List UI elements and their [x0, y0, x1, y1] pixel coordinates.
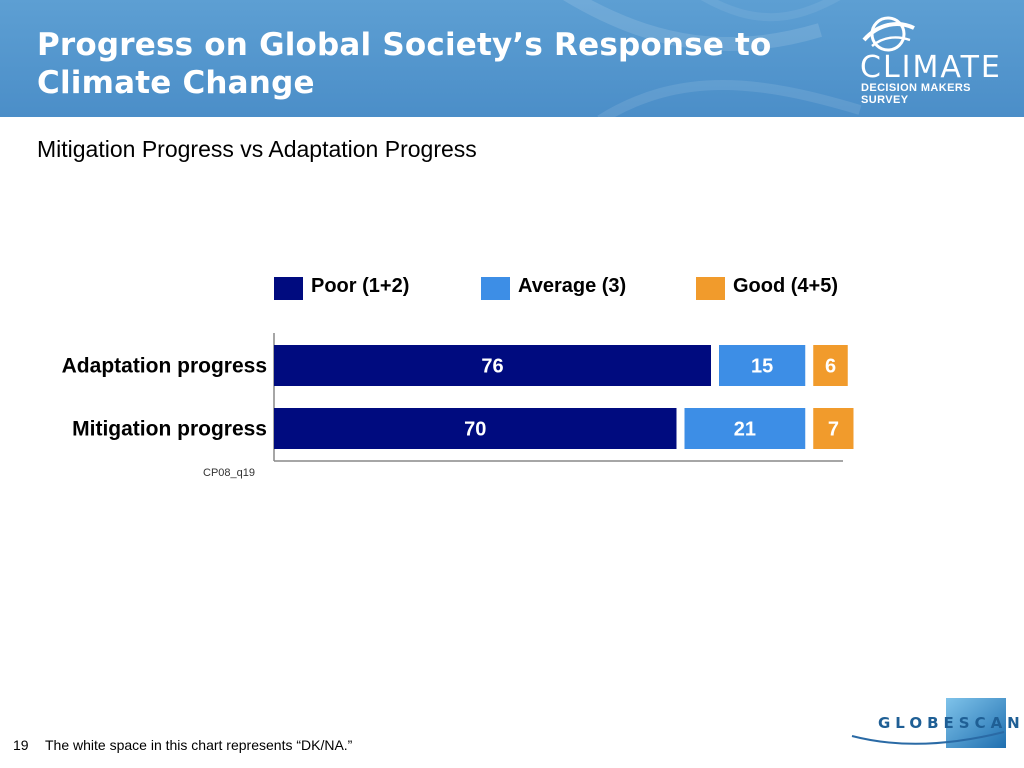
- title-line-2: Climate Change: [37, 65, 315, 101]
- climate-logo: CLIMATE DECISION MAKERS SURVEY: [856, 14, 1016, 106]
- data-label-1-3: 6: [825, 356, 836, 378]
- page-title: Progress on Global Society’s Response to…: [37, 26, 837, 102]
- legend-label-2: Average (3): [518, 275, 626, 297]
- data-label-2-1: 70: [464, 419, 486, 441]
- climate-logo-word: CLIMATE: [860, 50, 1002, 85]
- bar-1-2: [719, 345, 806, 386]
- globescan-logo: GLOBESCAN: [848, 696, 1020, 752]
- bar-1-1: [274, 345, 711, 386]
- climate-globe-icon: [862, 16, 915, 52]
- legend-swatch-2: [481, 277, 510, 300]
- globescan-logo-icon: [851, 698, 1006, 748]
- title-line-1: Progress on Global Society’s Response to: [37, 27, 772, 63]
- globescan-wordmark: GLOBESCAN: [878, 714, 1024, 732]
- chart-subtitle: Mitigation Progress vs Adaptation Progre…: [37, 136, 477, 162]
- data-label-1-1: 76: [481, 356, 503, 378]
- legend-label-3: Good (4+5): [733, 275, 838, 297]
- data-label-2-2: 21: [734, 419, 756, 441]
- chart-source-code: CP08_q19: [203, 467, 255, 479]
- bar-2-2: [684, 408, 806, 449]
- data-label-2-3: 7: [828, 419, 839, 441]
- legend-swatch-1: [274, 277, 303, 300]
- bar-2-1: [274, 408, 677, 449]
- footnote: The white space in this chart represents…: [45, 737, 353, 753]
- legend-label-1: Poor (1+2): [311, 275, 409, 297]
- data-label-1-2: 15: [751, 356, 773, 378]
- bar-2-3: [813, 408, 854, 449]
- bar-1-3: [813, 345, 848, 386]
- category-label-2: Mitigation progress: [72, 418, 267, 441]
- header-swirl-decoration: [563, 0, 862, 117]
- category-label-1: Adaptation progress: [62, 355, 267, 378]
- legend-swatch-3: [696, 277, 725, 300]
- climate-logo-subtitle: DECISION MAKERS SURVEY: [861, 82, 971, 106]
- page-number: 19: [13, 737, 29, 753]
- header-banner: Progress on Global Society’s Response to…: [0, 0, 1024, 117]
